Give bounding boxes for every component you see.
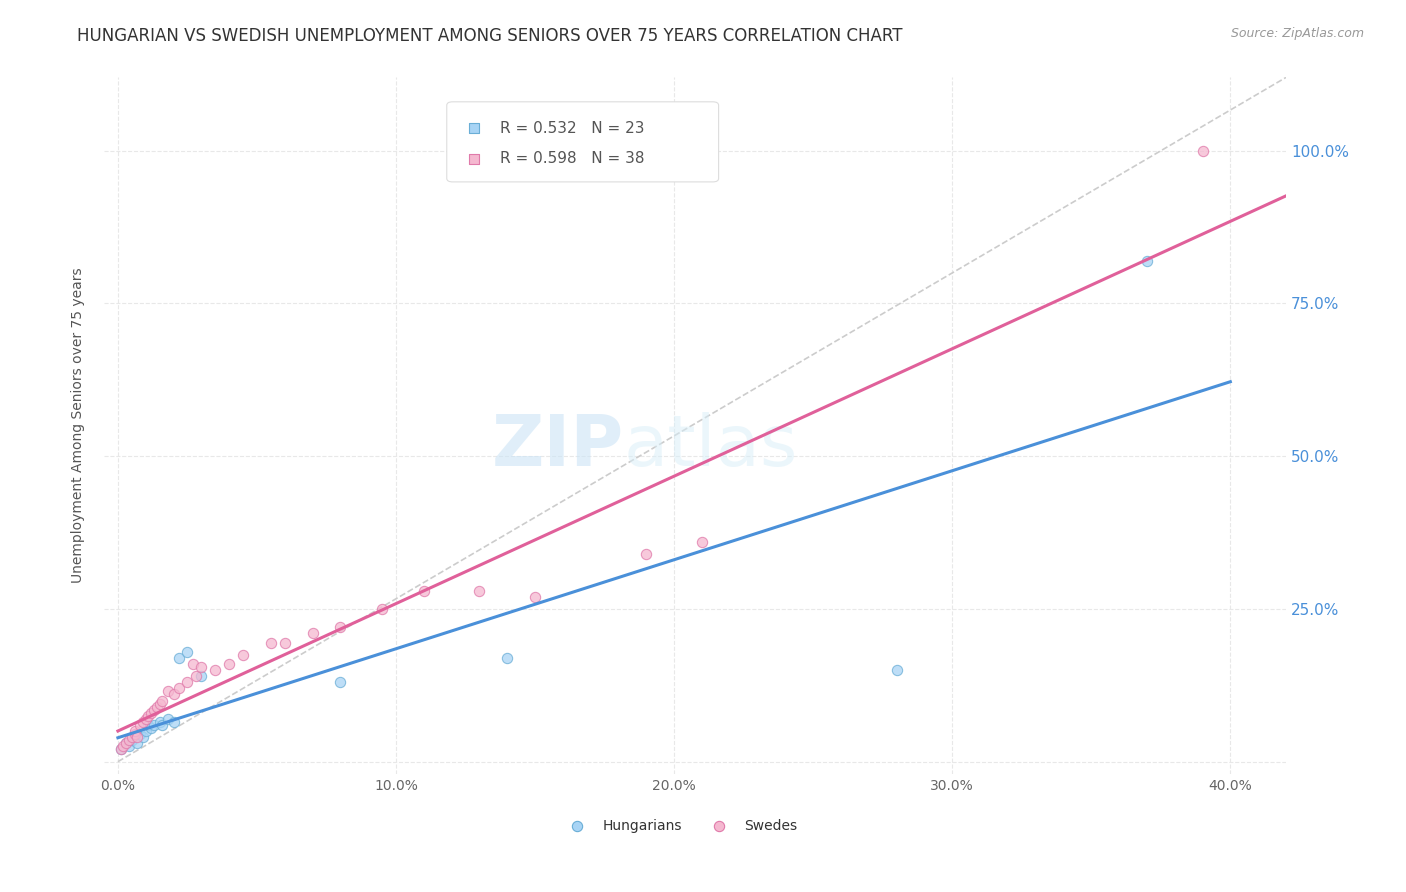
Point [167, 681, 190, 696]
Point [329, 675, 352, 690]
Point [115, 736, 138, 750]
Point [190, 660, 212, 674]
Point [127, 736, 149, 750]
Point [260, 635, 283, 649]
Point [636, 547, 658, 561]
Point [138, 709, 160, 723]
Point [162, 714, 184, 729]
Point [1219, 800, 1241, 814]
FancyBboxPatch shape [447, 102, 718, 182]
Point [190, 669, 212, 683]
Point [149, 714, 172, 729]
Point [129, 727, 152, 741]
Text: Hungarians: Hungarians [603, 819, 682, 833]
Point [977, 215, 1000, 229]
Point [127, 730, 149, 744]
Point [162, 688, 184, 702]
Point [124, 730, 146, 744]
Point [132, 730, 155, 744]
Point [135, 712, 157, 726]
Point [218, 657, 240, 671]
Point [143, 703, 166, 717]
Point [110, 742, 132, 756]
Point [690, 534, 713, 549]
Point [204, 663, 226, 677]
Text: atlas: atlas [624, 412, 799, 481]
Point [301, 626, 323, 640]
Point [232, 648, 254, 662]
Point [1191, 144, 1213, 158]
Y-axis label: Unemployment Among Seniors over 75 years: Unemployment Among Seniors over 75 years [72, 268, 86, 583]
Point [156, 684, 179, 698]
Point [496, 650, 519, 665]
Text: HUNGARIAN VS SWEDISH UNEMPLOYMENT AMONG SENIORS OVER 75 YEARS CORRELATION CHART: HUNGARIAN VS SWEDISH UNEMPLOYMENT AMONG … [77, 27, 903, 45]
Text: Swedes: Swedes [745, 819, 797, 833]
Point [176, 645, 198, 659]
Point [141, 721, 163, 735]
Point [121, 733, 143, 747]
Point [118, 739, 141, 754]
Point [371, 602, 394, 616]
Point [141, 706, 163, 720]
Point [329, 620, 352, 634]
Text: R = 0.598   N = 38: R = 0.598 N = 38 [501, 152, 644, 167]
Point [149, 697, 172, 711]
Point [468, 583, 491, 598]
Point [1136, 253, 1159, 268]
Point [167, 650, 190, 665]
Point [156, 712, 179, 726]
Point [152, 693, 174, 707]
Point [124, 724, 146, 739]
Point [115, 736, 138, 750]
Point [176, 675, 198, 690]
Point [132, 714, 155, 729]
Point [124, 727, 146, 741]
Point [886, 663, 908, 677]
Point [146, 699, 169, 714]
Point [121, 730, 143, 744]
Text: Source: ZipAtlas.com: Source: ZipAtlas.com [1230, 27, 1364, 40]
Point [274, 635, 297, 649]
Point [143, 718, 166, 732]
Point [152, 718, 174, 732]
Point [118, 733, 141, 747]
Point [138, 718, 160, 732]
Point [524, 590, 547, 604]
Text: ZIP: ZIP [492, 412, 624, 481]
Text: R = 0.532   N = 23: R = 0.532 N = 23 [501, 120, 644, 136]
Point [110, 742, 132, 756]
Point [135, 724, 157, 739]
Point [412, 583, 434, 598]
Point [112, 739, 135, 754]
Point [977, 188, 1000, 202]
Point [129, 718, 152, 732]
Point [181, 657, 204, 671]
Point [184, 669, 207, 683]
